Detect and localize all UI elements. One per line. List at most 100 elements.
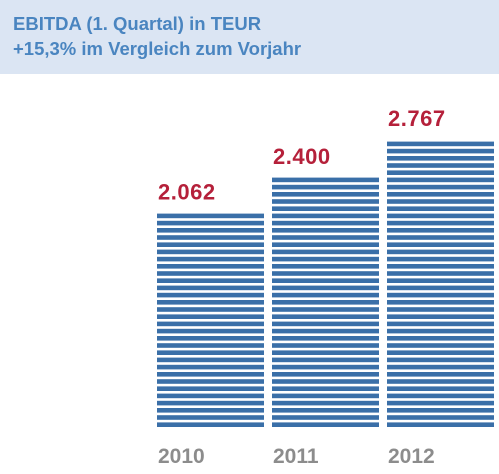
bar-stripe <box>272 307 379 312</box>
bar-stripe <box>157 415 264 420</box>
bar-stripe <box>157 357 264 363</box>
x-tick-label-2012: 2012 <box>388 445 435 468</box>
bar-stripe <box>272 357 379 363</box>
bar-stripe <box>387 285 494 291</box>
bar-stripe <box>157 314 264 319</box>
bar-stripe <box>272 400 379 406</box>
bar-stripe <box>157 386 264 391</box>
bar-stripe <box>157 400 264 406</box>
bar-stripe <box>272 372 379 377</box>
bar-stripe <box>272 271 379 276</box>
bar-stripe <box>387 242 494 247</box>
bar-stripe <box>387 141 494 147</box>
x-tick-label-2011: 2011 <box>273 445 319 468</box>
bar-stripe <box>157 235 264 240</box>
bar-stripe <box>387 256 494 262</box>
bar-stripe <box>157 393 264 399</box>
bar-stripe <box>387 199 494 204</box>
bar-stripe <box>387 307 494 312</box>
bar-stripe <box>272 220 379 226</box>
bar-stripe <box>387 300 494 305</box>
bar-stripe <box>387 400 494 406</box>
bar-stripe <box>272 321 379 327</box>
value-label-2011: 2.400 <box>273 144 331 169</box>
bar-stripe <box>157 408 264 413</box>
bar-stripe <box>387 314 494 319</box>
bar-stripe <box>272 278 379 283</box>
bar-stripe <box>387 278 494 283</box>
bar-stripe <box>157 292 264 298</box>
bar-stripe <box>157 321 264 327</box>
bar-stripe <box>272 285 379 291</box>
bar-stripe <box>157 343 264 348</box>
bar-stripe <box>387 235 494 240</box>
bar-stripe <box>272 314 379 319</box>
bar-stripe <box>157 350 264 355</box>
x-tick-labels-group: 2010 2011 2012 <box>158 445 435 468</box>
bar-stripe <box>272 184 379 190</box>
bar-stripe <box>387 264 494 269</box>
bar-stripe <box>387 271 494 276</box>
x-tick-label-2010: 2010 <box>158 445 205 468</box>
bar-stripe <box>387 163 494 168</box>
bar-stripe <box>157 285 264 291</box>
bar-stripe <box>272 256 379 262</box>
bar-stripe <box>272 422 379 427</box>
bar-stripe <box>387 321 494 327</box>
bar-stripe <box>272 415 379 420</box>
bar-stripe <box>272 199 379 204</box>
bar-stripe <box>272 379 379 384</box>
bar-stripe <box>272 292 379 298</box>
bar-stripe <box>157 213 264 219</box>
value-labels-group: 2.062 2.400 2.767 <box>158 106 446 205</box>
bar-stripe <box>272 408 379 413</box>
bar-stripe <box>387 408 494 413</box>
value-label-2012: 2.767 <box>388 106 446 131</box>
bar-stripe <box>157 278 264 283</box>
bar-stripe <box>387 357 494 363</box>
bar-stripe <box>387 177 494 183</box>
bar-stripe <box>272 350 379 355</box>
bar-stripe <box>157 256 264 262</box>
bar-stripe <box>387 213 494 219</box>
bar-stripe <box>272 343 379 348</box>
chart-header: EBITDA (1. Quartal) in TEUR +15,3% im Ve… <box>0 0 499 74</box>
bar-stripe <box>157 220 264 226</box>
bar-stripe <box>387 336 494 341</box>
bar-stripe <box>387 192 494 197</box>
bar-stripe <box>272 364 379 370</box>
bar-stripe <box>387 415 494 420</box>
bar-stripe <box>387 292 494 298</box>
bar-stripe <box>157 328 264 334</box>
bar-stripe <box>387 170 494 175</box>
bar-stripe <box>157 336 264 341</box>
bar-stripe <box>272 249 379 255</box>
bar-stripe <box>387 228 494 233</box>
bar-stripe <box>272 393 379 399</box>
bar-stripe <box>157 264 264 269</box>
bar-stripe <box>272 177 379 183</box>
bar-stripe <box>387 379 494 384</box>
bar-stripe <box>272 228 379 233</box>
bar-stripe <box>272 336 379 341</box>
bar-stripe <box>387 386 494 391</box>
chart-title: EBITDA (1. Quartal) in TEUR <box>13 13 262 34</box>
bar-stripe <box>272 206 379 211</box>
bar-stripe <box>157 364 264 370</box>
bar-stripe <box>157 249 264 255</box>
bar-stripe <box>157 271 264 276</box>
bar-stripe <box>272 242 379 247</box>
bar-stripe <box>387 328 494 334</box>
bar-stripe <box>157 228 264 233</box>
bar-stripe <box>157 379 264 384</box>
bar-stripe <box>387 184 494 190</box>
bar-stripe <box>272 192 379 197</box>
bar-stripe <box>387 422 494 427</box>
value-label-2010: 2.062 <box>158 180 216 205</box>
bar-stripe <box>387 156 494 161</box>
bar-stripe <box>272 300 379 305</box>
bar-stripe <box>387 148 494 154</box>
chart-subtitle: +15,3% im Vergleich zum Vorjahr <box>13 38 302 59</box>
bar-stripe <box>387 220 494 226</box>
